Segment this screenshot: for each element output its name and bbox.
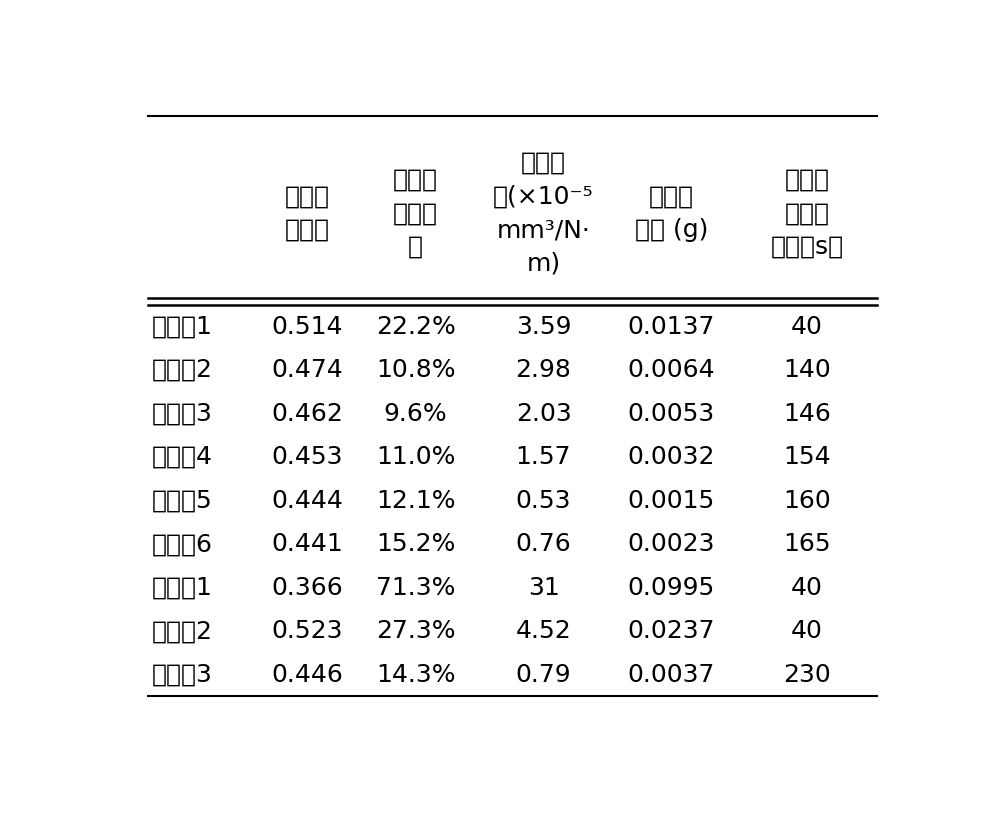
- Text: 实施例3: 实施例3: [152, 401, 213, 425]
- Text: 实施例4: 实施例4: [152, 445, 213, 469]
- Text: 实施例5: 实施例5: [152, 489, 213, 513]
- Text: 0.474: 0.474: [271, 358, 343, 382]
- Text: 0.446: 0.446: [271, 662, 343, 686]
- Text: 介入持
续制动
时间（s）: 介入持 续制动 时间（s）: [770, 168, 844, 258]
- Text: 40: 40: [791, 315, 823, 338]
- Text: 0.53: 0.53: [516, 489, 571, 513]
- Text: 0.0023: 0.0023: [628, 532, 715, 556]
- Text: 2.03: 2.03: [516, 401, 571, 425]
- Text: 实施例1: 实施例1: [152, 315, 213, 338]
- Text: 0.0064: 0.0064: [628, 358, 715, 382]
- Text: 0.444: 0.444: [271, 489, 343, 513]
- Text: 实施例2: 实施例2: [152, 358, 213, 382]
- Text: 160: 160: [783, 489, 831, 513]
- Text: 0.0137: 0.0137: [628, 315, 715, 338]
- Text: 9.6%: 9.6%: [384, 401, 447, 425]
- Text: 40: 40: [791, 576, 823, 600]
- Text: 盘磨损
失重 (g): 盘磨损 失重 (g): [635, 184, 708, 242]
- Text: 3.59: 3.59: [516, 315, 571, 338]
- Text: 0.76: 0.76: [516, 532, 571, 556]
- Text: 146: 146: [783, 401, 831, 425]
- Text: 0.79: 0.79: [516, 662, 571, 686]
- Text: 0.523: 0.523: [271, 619, 343, 643]
- Text: 0.0995: 0.0995: [628, 576, 715, 600]
- Text: 1.57: 1.57: [516, 445, 571, 469]
- Text: 31: 31: [528, 576, 559, 600]
- Text: 14.3%: 14.3%: [376, 662, 455, 686]
- Text: 10.8%: 10.8%: [376, 358, 455, 382]
- Text: 0.441: 0.441: [271, 532, 343, 556]
- Text: 22.2%: 22.2%: [376, 315, 456, 338]
- Text: 对比例2: 对比例2: [152, 619, 213, 643]
- Text: 销磨损
率(×10⁻⁵
mm³/N·
m): 销磨损 率(×10⁻⁵ mm³/N· m): [493, 151, 594, 276]
- Text: 0.453: 0.453: [271, 445, 343, 469]
- Text: 230: 230: [783, 662, 831, 686]
- Text: 165: 165: [783, 532, 831, 556]
- Text: 对比例1: 对比例1: [152, 576, 213, 600]
- Text: 0.514: 0.514: [271, 315, 343, 338]
- Text: 稳态摩
擦波动
率: 稳态摩 擦波动 率: [393, 168, 438, 258]
- Text: 实施例6: 实施例6: [152, 532, 213, 556]
- Text: 0.462: 0.462: [271, 401, 343, 425]
- Text: 27.3%: 27.3%: [376, 619, 455, 643]
- Text: 154: 154: [783, 445, 831, 469]
- Text: 4.52: 4.52: [516, 619, 571, 643]
- Text: 稳态摩
擦系数: 稳态摩 擦系数: [285, 184, 330, 242]
- Text: 140: 140: [783, 358, 831, 382]
- Text: 0.0237: 0.0237: [628, 619, 715, 643]
- Text: 0.0032: 0.0032: [628, 445, 715, 469]
- Text: 0.0053: 0.0053: [628, 401, 715, 425]
- Text: 0.0037: 0.0037: [628, 662, 715, 686]
- Text: 11.0%: 11.0%: [376, 445, 455, 469]
- Text: 15.2%: 15.2%: [376, 532, 455, 556]
- Text: 12.1%: 12.1%: [376, 489, 455, 513]
- Text: 71.3%: 71.3%: [376, 576, 455, 600]
- Text: 对比例3: 对比例3: [152, 662, 213, 686]
- Text: 40: 40: [791, 619, 823, 643]
- Text: 2.98: 2.98: [516, 358, 571, 382]
- Text: 0.0015: 0.0015: [628, 489, 715, 513]
- Text: 0.366: 0.366: [271, 576, 343, 600]
